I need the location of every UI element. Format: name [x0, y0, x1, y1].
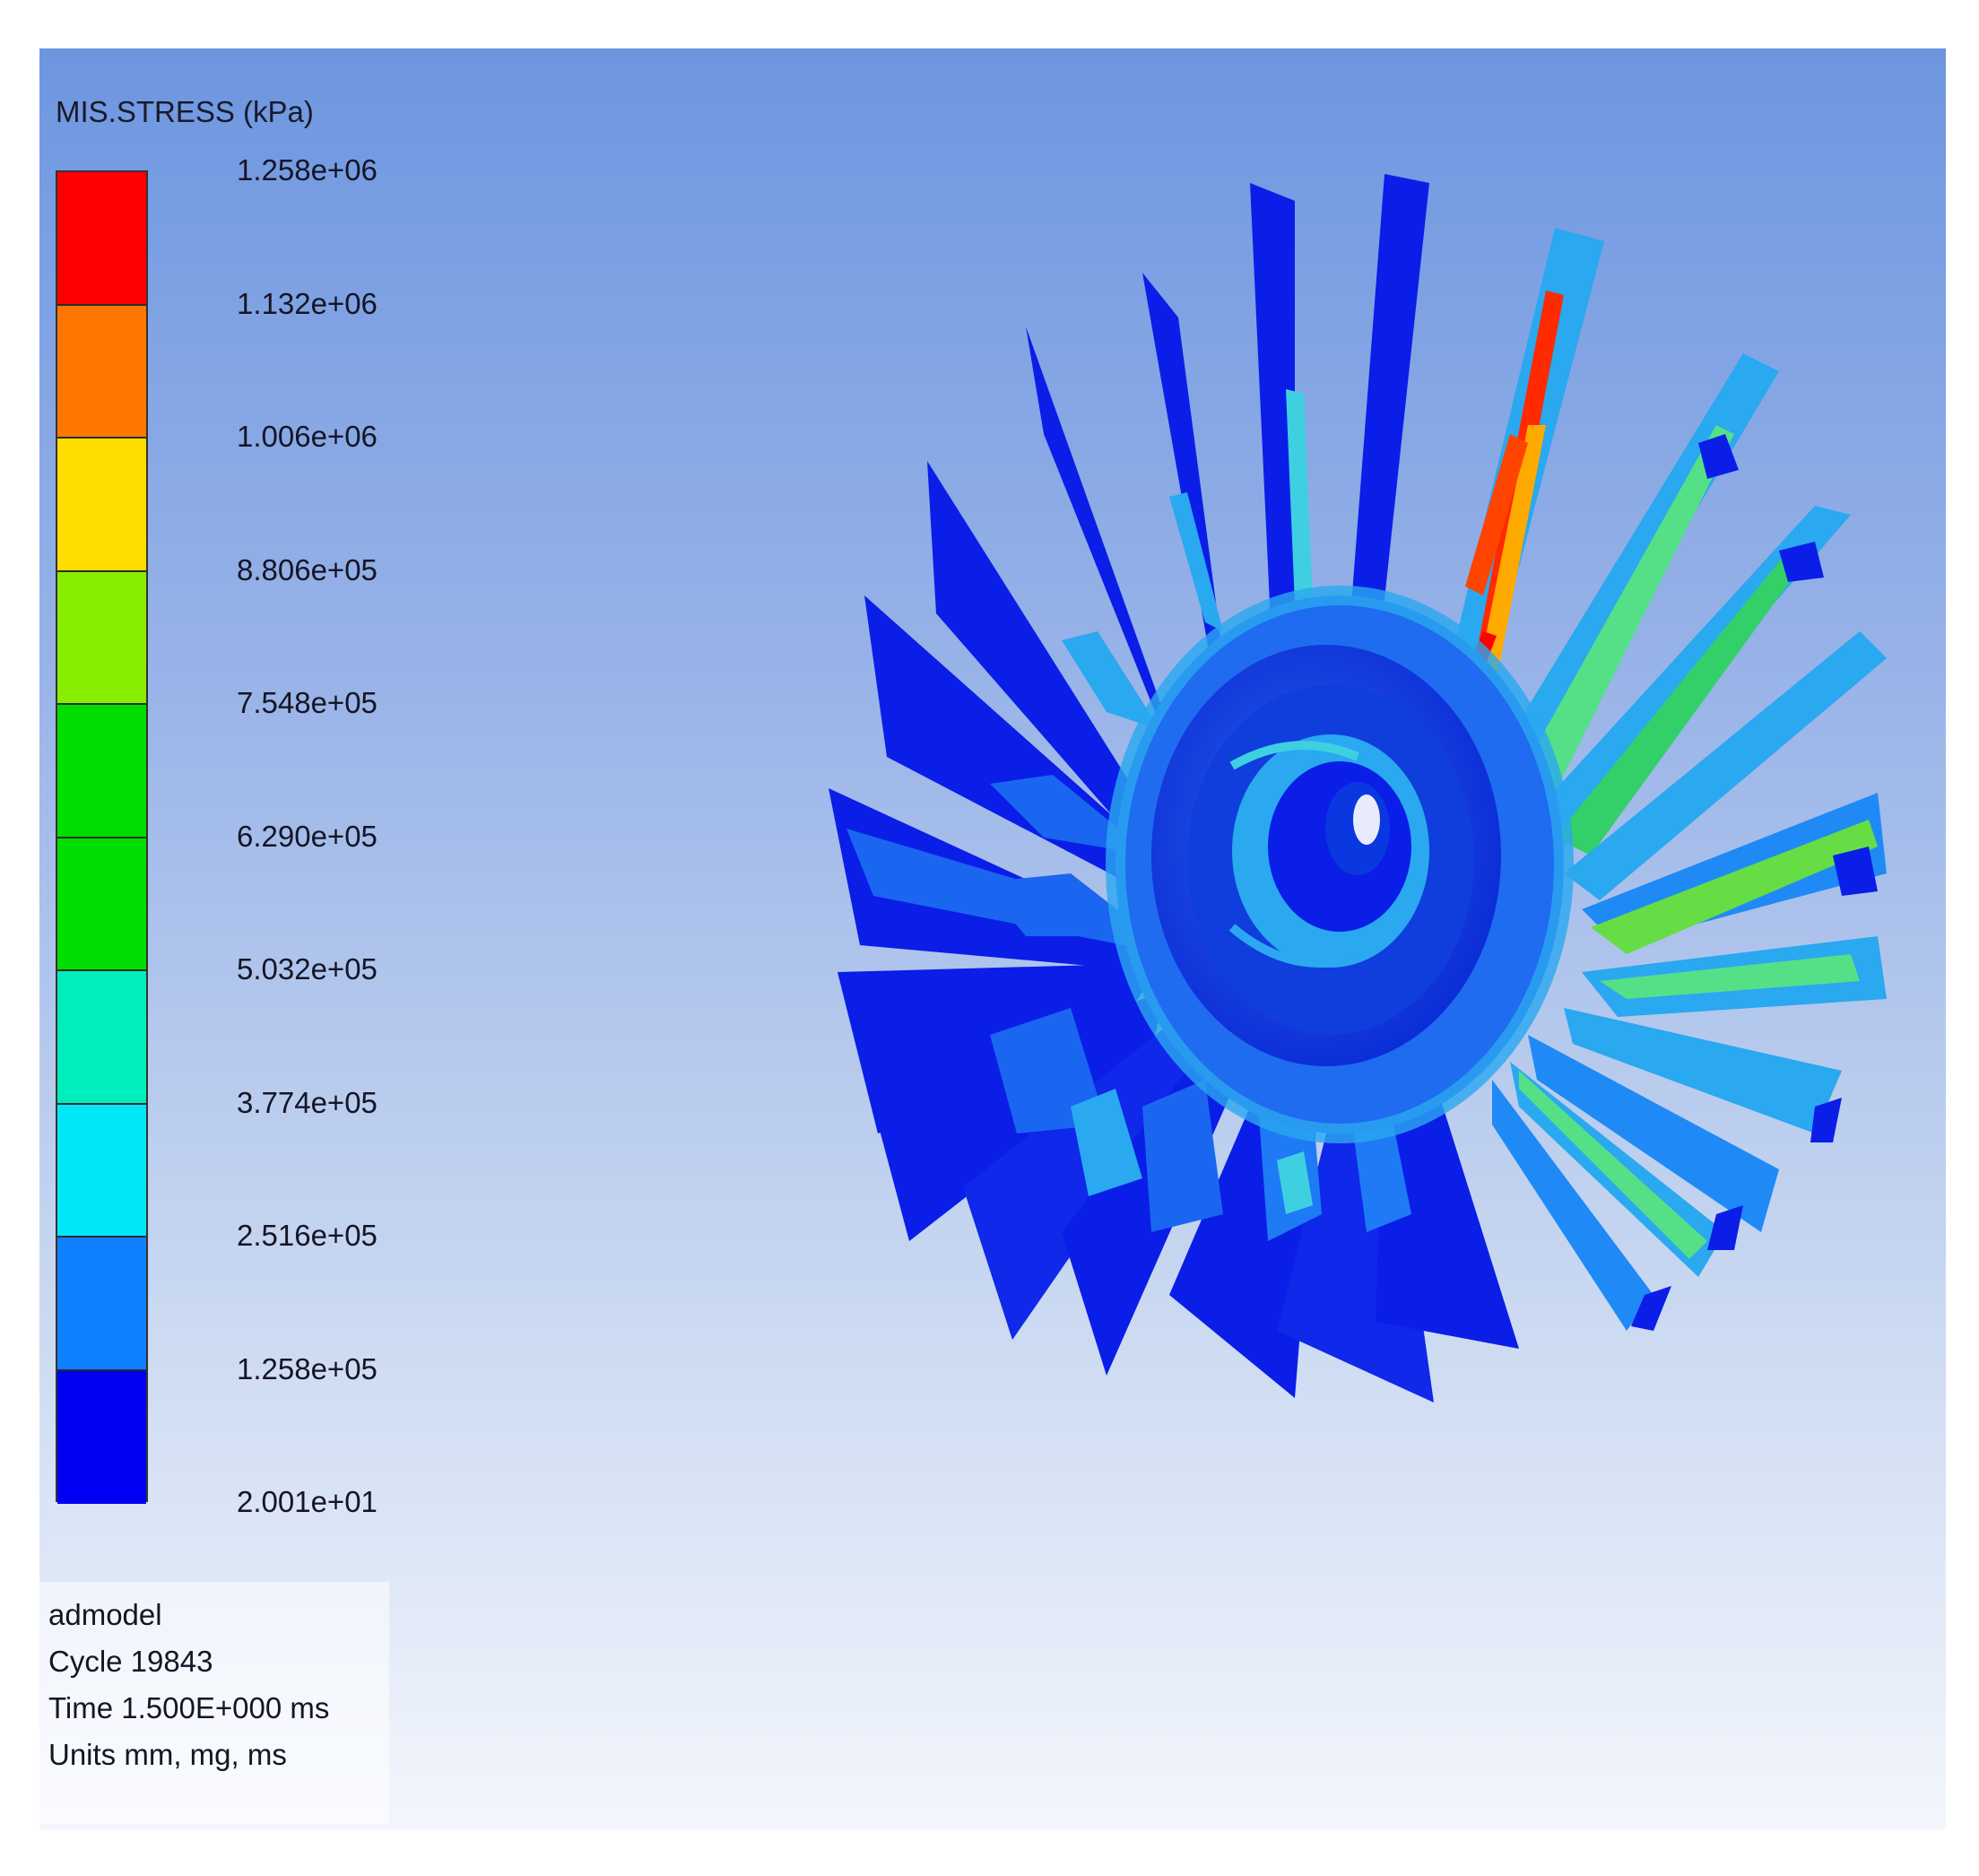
color-scale-segment: [57, 172, 146, 306]
color-scale-segment: [57, 439, 146, 572]
time-label: Time 1.500E+000 ms: [48, 1691, 330, 1724]
cycle-label: Cycle 19843: [48, 1645, 213, 1678]
color-scale-bar: [56, 170, 148, 1504]
legend-title: MIS.STRESS (kPa): [56, 95, 314, 128]
color-scale-segment: [57, 305, 146, 439]
color-scale-tick-label: 2.001e+01: [237, 1485, 378, 1518]
render-viewport[interactable]: MIS.STRESS (kPa) 1.258e+06 1.132e+06 1.006…: [39, 48, 1946, 1829]
color-scale-segment: [57, 971, 146, 1105]
color-scale-tick-label: 5.032e+05: [237, 952, 378, 986]
right-blades: [1438, 228, 1887, 1331]
color-scale-tick-label: 6.290e+05: [237, 819, 378, 853]
color-scale-tick-label: 1.258e+05: [237, 1351, 378, 1385]
impeller-stress-model[interactable]: [39, 48, 1946, 1829]
color-scale-segment: [57, 571, 146, 705]
color-scale-tick-label: 2.516e+05: [237, 1219, 378, 1252]
color-scale-tick-label: 3.774e+05: [237, 1085, 378, 1119]
color-scale-tick-label: 8.806e+05: [237, 552, 378, 586]
color-scale-tick-label: 1.132e+06: [237, 286, 378, 320]
color-scale-segment: [57, 1104, 146, 1238]
color-scale-tick-label: 1.258e+06: [237, 153, 378, 187]
impeller-hub: [1106, 586, 1574, 1143]
model-info-panel: admodel Cycle 19843 Time 1.500E+000 ms U…: [39, 1582, 389, 1824]
model-name: admodel: [48, 1598, 162, 1631]
color-scale-segment: [57, 1370, 146, 1504]
color-scale-segment: [57, 1238, 146, 1371]
units-label: Units mm, mg, ms: [48, 1738, 287, 1771]
color-scale-segment: [57, 838, 146, 971]
color-scale-tick-label: 1.006e+06: [237, 420, 378, 453]
color-scale-segment: [57, 705, 146, 838]
color-scale-tick-label: 7.548e+05: [237, 686, 378, 719]
